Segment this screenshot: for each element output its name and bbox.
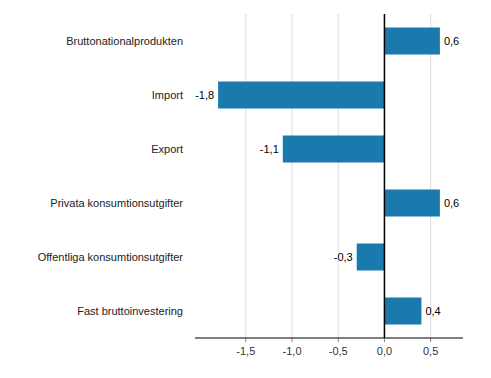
- data-label: 0,6: [444, 35, 459, 47]
- data-labels: 0,4 -0,3 0,6 -1,1 -1,8 0,6: [195, 35, 459, 317]
- chart: -1,5 -1,0 -0,5 0,0 0,5 Fast bruttoinvestering…: [0, 0, 491, 378]
- grid-line: [292, 14, 293, 338]
- bar: [283, 136, 385, 163]
- data-label: -0,3: [334, 251, 353, 263]
- x-tick: [338, 338, 339, 342]
- category-label: Privata konsumtionsutgifter: [50, 197, 183, 209]
- category-label: Import: [152, 89, 183, 101]
- y-axis: Fast bruttoinvestering Offentliga konsumt…: [38, 35, 184, 317]
- category-label: Offentliga konsumtionsutgifter: [38, 251, 184, 263]
- x-tick-label: -0,5: [329, 345, 348, 357]
- bar: [384, 28, 439, 55]
- x-tick: [430, 338, 431, 342]
- grid-line: [430, 14, 431, 338]
- grid: [246, 14, 431, 338]
- category-label: Export: [151, 143, 183, 155]
- zero-line: [384, 14, 386, 338]
- data-label: 0,6: [444, 197, 459, 209]
- bar: [357, 244, 385, 271]
- data-label: -1,1: [260, 143, 279, 155]
- x-tick-label: -1,0: [283, 345, 302, 357]
- x-tick: [384, 338, 385, 342]
- grid-line: [338, 14, 339, 338]
- x-tick: [245, 338, 246, 342]
- bar: [218, 82, 384, 109]
- bar: [384, 298, 421, 325]
- data-label: -1,8: [195, 89, 214, 101]
- category-label: Bruttonationalprodukten: [66, 35, 183, 47]
- category-label: Fast bruttoinvestering: [77, 305, 183, 317]
- data-label: 0,4: [425, 305, 440, 317]
- grid-line: [245, 14, 246, 338]
- grid-line: [384, 14, 385, 338]
- x-axis-line: [195, 338, 463, 339]
- x-tick-label: 0,5: [423, 345, 438, 357]
- x-axis: -1,5 -1,0 -0,5 0,0 0,5: [236, 338, 438, 357]
- chart-container: -1,5 -1,0 -0,5 0,0 0,5 Fast bruttoinvestering…: [0, 0, 491, 378]
- bar: [384, 190, 439, 217]
- x-tick-label: 0,0: [377, 345, 392, 357]
- x-tick-label: -1,5: [236, 345, 255, 357]
- bars: [218, 28, 440, 325]
- x-tick: [292, 338, 293, 342]
